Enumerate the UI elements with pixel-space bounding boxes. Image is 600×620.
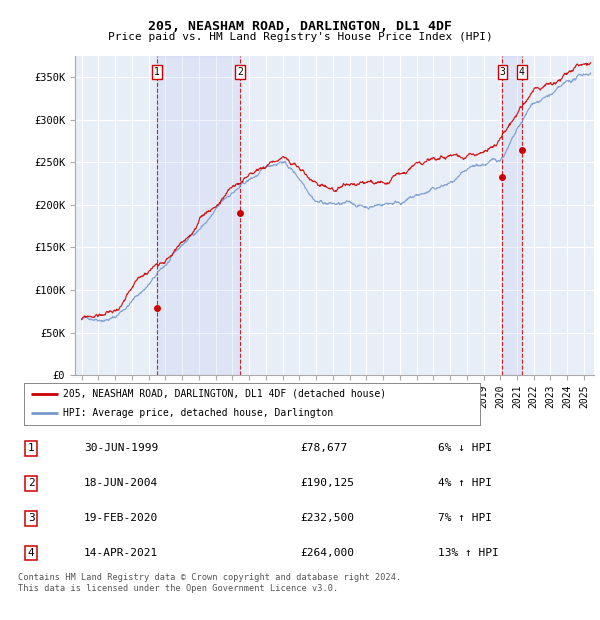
Text: 4: 4 (28, 548, 35, 558)
Text: 7% ↑ HPI: 7% ↑ HPI (438, 513, 492, 523)
Text: 14-APR-2021: 14-APR-2021 (84, 548, 158, 558)
Text: 19-FEB-2020: 19-FEB-2020 (84, 513, 158, 523)
Text: 3: 3 (499, 67, 505, 77)
Text: 6% ↓ HPI: 6% ↓ HPI (438, 443, 492, 453)
Text: Contains HM Land Registry data © Crown copyright and database right 2024.
This d: Contains HM Land Registry data © Crown c… (18, 574, 401, 593)
Text: 18-JUN-2004: 18-JUN-2004 (84, 478, 158, 488)
Text: Price paid vs. HM Land Registry's House Price Index (HPI): Price paid vs. HM Land Registry's House … (107, 32, 493, 42)
Text: £264,000: £264,000 (300, 548, 354, 558)
Text: 2: 2 (28, 478, 35, 488)
Text: 4% ↑ HPI: 4% ↑ HPI (438, 478, 492, 488)
Text: 30-JUN-1999: 30-JUN-1999 (84, 443, 158, 453)
Text: 1: 1 (154, 67, 160, 77)
Bar (502, 56, 522, 375)
Text: £78,677: £78,677 (300, 443, 347, 453)
Text: HPI: Average price, detached house, Darlington: HPI: Average price, detached house, Darl… (63, 409, 333, 419)
Bar (157, 56, 240, 375)
Text: 4: 4 (519, 67, 525, 77)
Text: £190,125: £190,125 (300, 478, 354, 488)
Text: 205, NEASHAM ROAD, DARLINGTON, DL1 4DF (detached house): 205, NEASHAM ROAD, DARLINGTON, DL1 4DF (… (63, 389, 386, 399)
Text: 205, NEASHAM ROAD, DARLINGTON, DL1 4DF: 205, NEASHAM ROAD, DARLINGTON, DL1 4DF (148, 20, 452, 33)
Text: 3: 3 (28, 513, 35, 523)
Text: £232,500: £232,500 (300, 513, 354, 523)
Text: 13% ↑ HPI: 13% ↑ HPI (438, 548, 499, 558)
Text: 1: 1 (28, 443, 35, 453)
Text: 2: 2 (237, 67, 243, 77)
